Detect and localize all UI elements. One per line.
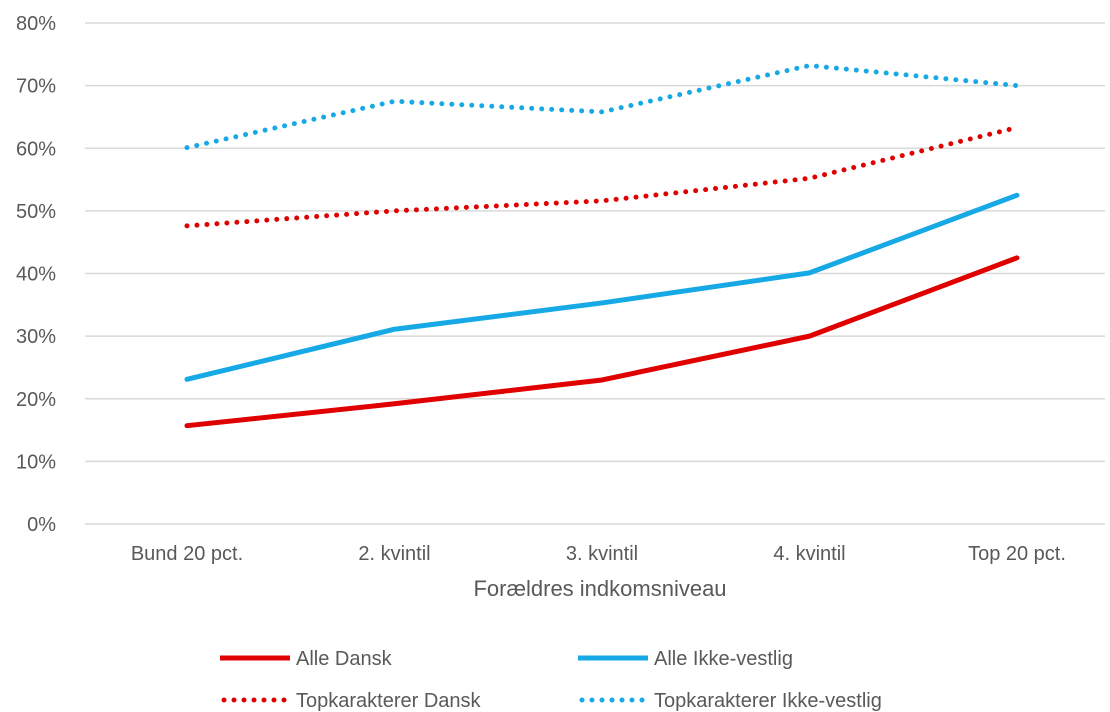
legend-label: Alle Dansk bbox=[296, 648, 393, 670]
y-tick-label: 20% bbox=[16, 389, 56, 411]
y-tick-label: 60% bbox=[16, 138, 56, 160]
legend: Alle Dansk Alle Ikke-vestlig Topkarakterer… bbox=[220, 648, 882, 712]
x-tick-label: 3. kvintil bbox=[566, 543, 638, 565]
x-tick-label: 4. kvintil bbox=[773, 543, 845, 565]
y-tick-label: 70% bbox=[16, 76, 56, 98]
y-tick-label: 10% bbox=[16, 451, 56, 473]
x-tick-label: Bund 20 pct. bbox=[131, 543, 243, 565]
x-axis-label: Forældres indkomsniveau bbox=[473, 576, 726, 601]
series-line bbox=[184, 255, 1020, 429]
series-line bbox=[184, 125, 1020, 229]
x-axis-ticks: Bund 20 pct. 2. kvintil 3. kvintil 4. kvint… bbox=[131, 543, 1066, 565]
y-tick-label: 50% bbox=[16, 201, 56, 223]
series-lines bbox=[184, 63, 1020, 429]
y-tick-label: 40% bbox=[16, 264, 56, 286]
series-line bbox=[184, 192, 1020, 382]
x-tick-label: Top 20 pct. bbox=[968, 543, 1066, 565]
legend-label: Alle Ikke-vestlig bbox=[654, 648, 793, 670]
y-tick-label: 80% bbox=[16, 13, 56, 35]
legend-label: Topkarakterer Ikke-vestlig bbox=[654, 690, 882, 712]
y-axis-ticks: 0% 10% 20% 30% 40% 50% 60% 70% 80% bbox=[16, 13, 56, 536]
legend-label: Topkarakterer Dansk bbox=[296, 690, 482, 712]
gridlines bbox=[85, 22, 1105, 525]
y-tick-label: 30% bbox=[16, 326, 56, 348]
y-tick-label: 0% bbox=[27, 514, 56, 536]
series-line bbox=[184, 63, 1020, 151]
x-tick-label: 2. kvintil bbox=[358, 543, 430, 565]
